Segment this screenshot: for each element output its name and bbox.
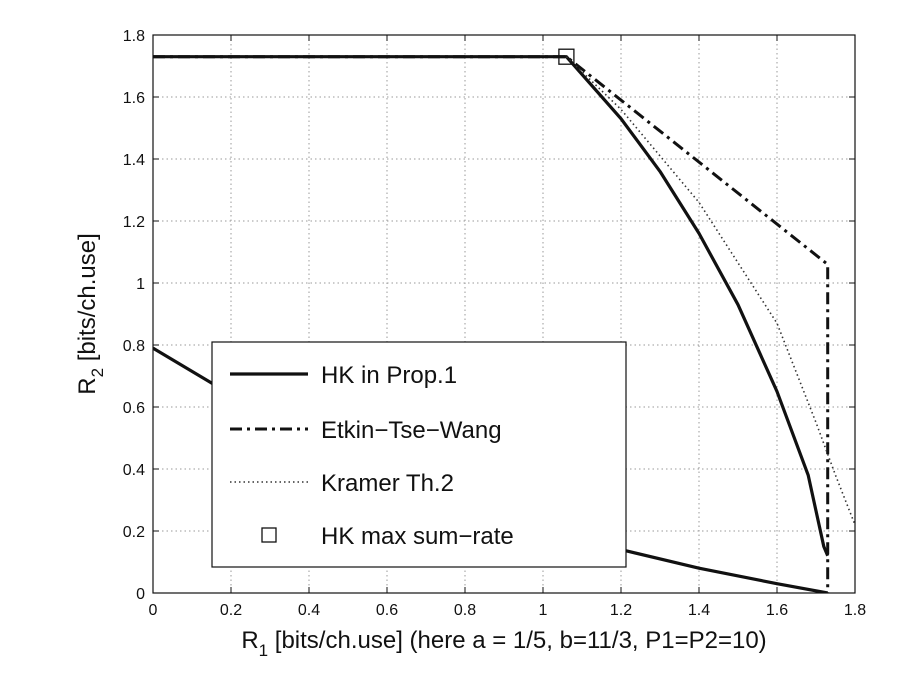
series-line-dashdot — [153, 55, 830, 593]
y-tick-label: 1 — [136, 276, 145, 293]
y-tick-label: 0.4 — [123, 462, 145, 479]
y-tick-label: 0 — [136, 586, 145, 603]
x-axis-label: R1 [bits/ch.use] (here a = 1/5, b=11/3, … — [241, 627, 766, 660]
x-tick-label: 0.4 — [298, 602, 320, 619]
y-tick-label: 0.6 — [123, 400, 145, 417]
y-tick-label: 1.2 — [123, 214, 145, 231]
marker-hk-max-sum-rate — [558, 48, 575, 65]
y-tick-label: 0.8 — [123, 338, 145, 355]
legend-box — [211, 341, 627, 568]
legend: HK in Prop.1 Etkin−Tse−Wang Kramer Th.2 … — [211, 341, 627, 568]
x-tick-label: 1.8 — [844, 602, 866, 619]
y-tick-label: 1.6 — [123, 90, 145, 107]
x-tick-label: 0.8 — [454, 602, 476, 619]
legend-label-etkin-tse-wang: Etkin−Tse−Wang — [321, 417, 502, 444]
x-tick-label: 0.2 — [220, 602, 242, 619]
legend-label-hk-max-sum-rate: HK max sum−rate — [321, 523, 514, 550]
x-tick-label: 1.2 — [610, 602, 632, 619]
legend-label-hk-prop1: HK in Prop.1 — [321, 362, 457, 389]
legend-swatch-square — [261, 527, 277, 543]
y-tick-label: 1.8 — [123, 28, 145, 45]
plot-frame — [152, 34, 856, 594]
x-tick-label: 0.6 — [376, 602, 398, 619]
ticks: 0 0.2 0.4 0.6 0.8 1 1.2 1.4 1.6 1.8 0 0.2 0.4 0.6 0.8 1… — [123, 28, 866, 619]
series-line-solid — [153, 55, 830, 557]
x-tick-label: 1 — [539, 602, 548, 619]
x-tick-label: 0 — [149, 602, 158, 619]
y-tick-label: 0.2 — [123, 524, 145, 541]
y-tick-label: 1.4 — [123, 152, 145, 169]
x-tick-label: 1.4 — [688, 602, 710, 619]
legend-label-kramer: Kramer Th.2 — [321, 470, 454, 497]
y-axis-label: R2 [bits/ch.use] — [74, 233, 107, 395]
x-tick-label: 1.6 — [766, 602, 788, 619]
